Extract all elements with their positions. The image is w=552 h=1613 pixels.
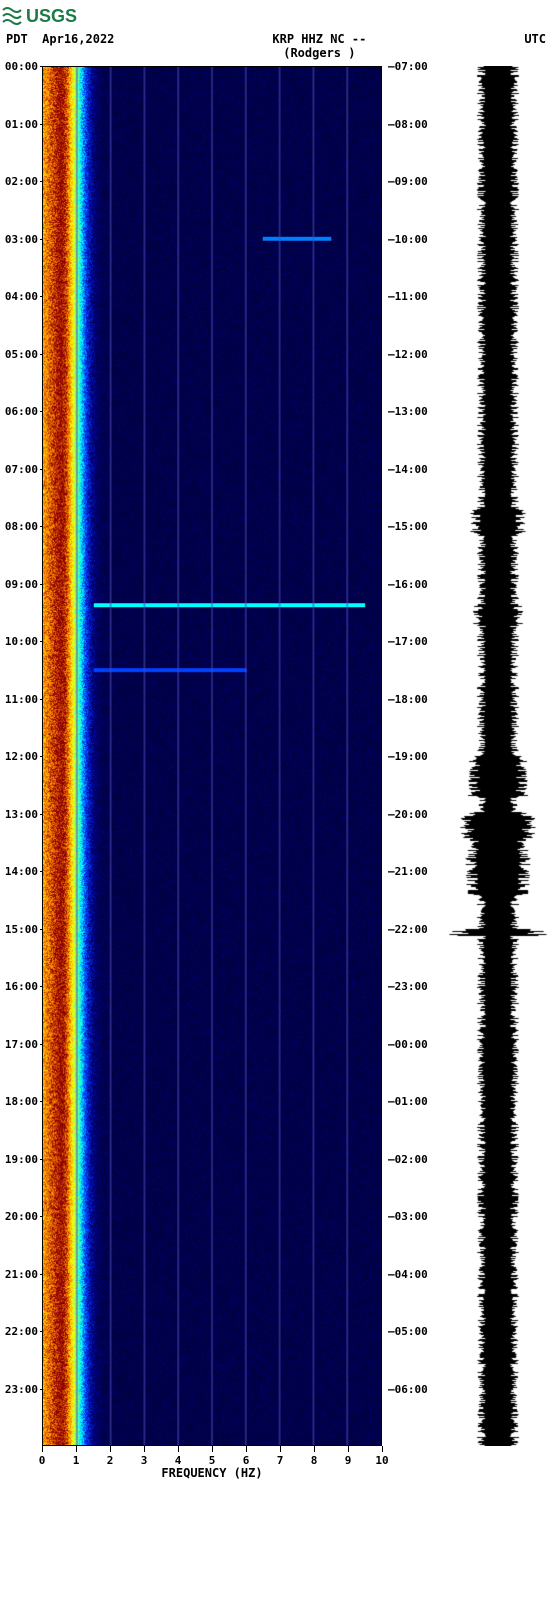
plot-area: 00:0001:0002:0003:0004:0005:0006:0007:00… bbox=[0, 66, 552, 1486]
x-tick-label: 6 bbox=[243, 1454, 250, 1467]
station-line1: KRP HHZ NC -- bbox=[272, 32, 366, 46]
left-tick-label: 17:00 bbox=[5, 1038, 38, 1051]
left-tick-label: 05:00 bbox=[5, 348, 38, 361]
right-tick-label: —08:00 bbox=[388, 118, 428, 131]
right-tick-label: —06:00 bbox=[388, 1383, 428, 1396]
left-tick-label: 18:00 bbox=[5, 1095, 38, 1108]
x-tick-label: 3 bbox=[141, 1454, 148, 1467]
right-tick-label: —15:00 bbox=[388, 520, 428, 533]
left-tick-label: 03:00 bbox=[5, 233, 38, 246]
right-tick-label: —21:00 bbox=[388, 865, 428, 878]
right-tick-label: —23:00 bbox=[388, 980, 428, 993]
left-tick-label: 09:00 bbox=[5, 578, 38, 591]
right-time-axis: —07:00—08:00—09:00—10:00—11:00—12:00—13:… bbox=[388, 66, 438, 1446]
header-left: PDT Apr16,2022 bbox=[6, 32, 114, 60]
right-tick-label: —13:00 bbox=[388, 405, 428, 418]
left-tick-label: 22:00 bbox=[5, 1325, 38, 1338]
right-tick-label: —22:00 bbox=[388, 923, 428, 936]
spectrogram bbox=[42, 66, 382, 1446]
x-tick-label: 7 bbox=[277, 1454, 284, 1467]
x-tick-label: 9 bbox=[345, 1454, 352, 1467]
header: PDT Apr16,2022 KRP HHZ NC -- (Rodgers ) … bbox=[0, 30, 552, 62]
x-tick-label: 8 bbox=[311, 1454, 318, 1467]
header-right: UTC bbox=[524, 32, 546, 60]
left-tick-label: 20:00 bbox=[5, 1210, 38, 1223]
right-tz: UTC bbox=[524, 32, 546, 46]
x-tick-label: 10 bbox=[375, 1454, 388, 1467]
left-time-axis: 00:0001:0002:0003:0004:0005:0006:0007:00… bbox=[0, 66, 40, 1446]
left-tick-label: 01:00 bbox=[5, 118, 38, 131]
left-tick-label: 07:00 bbox=[5, 463, 38, 476]
right-tick-label: —05:00 bbox=[388, 1325, 428, 1338]
x-tick-label: 1 bbox=[73, 1454, 80, 1467]
left-tick-label: 10:00 bbox=[5, 635, 38, 648]
right-tick-label: —14:00 bbox=[388, 463, 428, 476]
waveform-trace bbox=[448, 66, 548, 1446]
usgs-logo: USGS bbox=[0, 0, 552, 30]
right-tick-label: —18:00 bbox=[388, 693, 428, 706]
left-tick-label: 23:00 bbox=[5, 1383, 38, 1396]
left-tick-label: 12:00 bbox=[5, 750, 38, 763]
right-tick-label: —17:00 bbox=[388, 635, 428, 648]
right-tick-label: —01:00 bbox=[388, 1095, 428, 1108]
left-tz: PDT bbox=[6, 32, 28, 46]
x-tick-label: 4 bbox=[175, 1454, 182, 1467]
frequency-axis: FREQUENCY (HZ) 012345678910 bbox=[42, 1446, 382, 1486]
x-axis-title: FREQUENCY (HZ) bbox=[42, 1466, 382, 1480]
right-tick-label: —04:00 bbox=[388, 1268, 428, 1281]
right-tick-label: —07:00 bbox=[388, 60, 428, 73]
x-tick-label: 2 bbox=[107, 1454, 114, 1467]
left-tick-label: 15:00 bbox=[5, 923, 38, 936]
header-center: KRP HHZ NC -- (Rodgers ) bbox=[272, 32, 366, 60]
left-tick-label: 02:00 bbox=[5, 175, 38, 188]
left-tick-label: 16:00 bbox=[5, 980, 38, 993]
right-tick-label: —10:00 bbox=[388, 233, 428, 246]
left-tick-label: 11:00 bbox=[5, 693, 38, 706]
left-tick-label: 14:00 bbox=[5, 865, 38, 878]
right-tick-label: —19:00 bbox=[388, 750, 428, 763]
right-tick-label: —00:00 bbox=[388, 1038, 428, 1051]
left-tick-label: 04:00 bbox=[5, 290, 38, 303]
left-tick-label: 08:00 bbox=[5, 520, 38, 533]
right-tick-label: —11:00 bbox=[388, 290, 428, 303]
right-tick-label: —16:00 bbox=[388, 578, 428, 591]
left-tick-label: 21:00 bbox=[5, 1268, 38, 1281]
right-tick-label: —02:00 bbox=[388, 1153, 428, 1166]
left-tick-label: 19:00 bbox=[5, 1153, 38, 1166]
right-tick-label: —12:00 bbox=[388, 348, 428, 361]
date: Apr16,2022 bbox=[42, 32, 114, 46]
left-tick-label: 00:00 bbox=[5, 60, 38, 73]
right-tick-label: —03:00 bbox=[388, 1210, 428, 1223]
left-tick-label: 13:00 bbox=[5, 808, 38, 821]
right-tick-label: —20:00 bbox=[388, 808, 428, 821]
right-tick-label: —09:00 bbox=[388, 175, 428, 188]
left-tick-label: 06:00 bbox=[5, 405, 38, 418]
station-line2: (Rodgers ) bbox=[272, 46, 366, 60]
x-tick-label: 0 bbox=[39, 1454, 46, 1467]
x-tick-label: 5 bbox=[209, 1454, 216, 1467]
svg-text:USGS: USGS bbox=[26, 6, 77, 26]
